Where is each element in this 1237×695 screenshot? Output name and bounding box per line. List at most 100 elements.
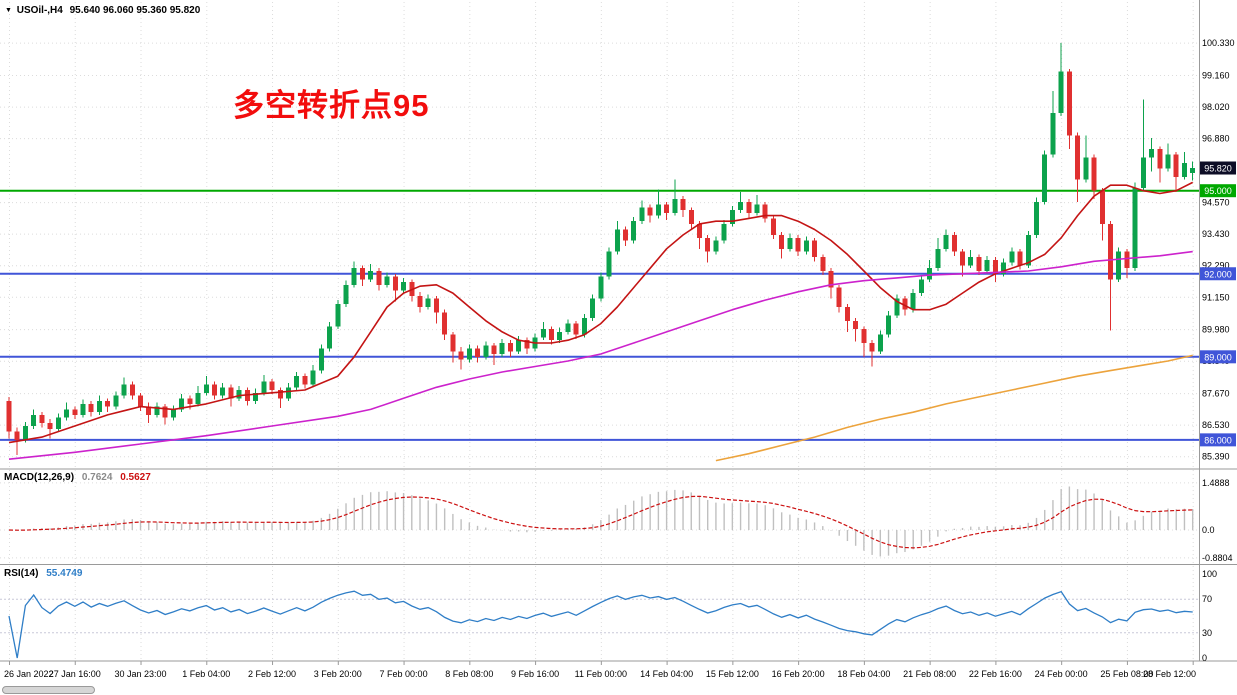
svg-text:16 Feb 20:00: 16 Feb 20:00 [772, 669, 825, 679]
svg-text:93.430: 93.430 [1202, 229, 1230, 239]
candle [187, 398, 193, 404]
candle [1034, 201, 1039, 236]
candle [1009, 251, 1015, 263]
candle [960, 251, 966, 266]
rsi-axis-labels: 100 70 30 0 [1202, 569, 1217, 663]
svg-text:92.000: 92.000 [1204, 269, 1232, 279]
ohlc-readout: 95.640 96.060 95.360 95.820 [69, 5, 201, 16]
candle [294, 376, 300, 388]
candle [623, 229, 628, 241]
candle [1050, 113, 1056, 155]
symbol-dropdown-icon[interactable]: ▼ [5, 7, 12, 14]
candle [458, 351, 464, 360]
candle [368, 270, 374, 280]
price-axis-labels: 100.330 99.160 98.020 96.880 94.570 93.430 92.… [1202, 38, 1235, 462]
svg-text:21 Feb 08:00: 21 Feb 08:00 [903, 669, 956, 679]
candle [499, 342, 505, 355]
svg-text:15 Feb 12:00: 15 Feb 12:00 [706, 669, 759, 679]
candle [343, 284, 349, 305]
svg-text:3 Feb 20:00: 3 Feb 20:00 [314, 669, 362, 679]
panel-separators [0, 0, 1237, 662]
price-badges: 95.000 92.000 89.000 86.000 95.820 [1200, 161, 1236, 447]
ma-slow-orange [715, 354, 1193, 462]
candle [1190, 168, 1196, 173]
candle [746, 201, 752, 213]
svg-text:0.0: 0.0 [1202, 525, 1215, 535]
candle [655, 204, 661, 216]
candle [647, 207, 653, 216]
candle [540, 329, 546, 338]
macd-axis-labels: 1.4888 0.0 -0.8804 [1202, 478, 1233, 563]
chart-title: ▼ USOil-,H4 95.640 96.060 95.360 95.820 [5, 5, 200, 16]
candle [466, 348, 472, 360]
svg-text:91.150: 91.150 [1202, 292, 1230, 302]
candle [433, 298, 439, 313]
svg-text:85.390: 85.390 [1202, 452, 1230, 462]
candle [836, 287, 842, 307]
candle [401, 282, 407, 291]
candle [853, 320, 859, 330]
horizontal-levels [0, 189, 1199, 441]
candle [1025, 235, 1031, 266]
candle [1058, 71, 1064, 114]
horizontal-scrollbar-thumb[interactable] [2, 686, 95, 694]
rsi-line [8, 590, 1193, 659]
price-gridlines [0, 42, 1199, 458]
candle [310, 370, 316, 385]
candle [6, 401, 12, 432]
candle [688, 210, 694, 224]
ma-mid-magenta [8, 250, 1193, 460]
candle [1091, 157, 1097, 191]
svg-text:30: 30 [1202, 628, 1212, 638]
candle [1083, 157, 1089, 180]
candle [203, 384, 209, 393]
svg-text:8 Feb 08:00: 8 Feb 08:00 [445, 669, 493, 679]
svg-text:27 Jan 16:00: 27 Jan 16:00 [49, 669, 101, 679]
candle [713, 240, 719, 252]
candle [581, 318, 587, 335]
candle [598, 276, 604, 299]
candle [96, 401, 102, 413]
svg-text:70: 70 [1202, 594, 1212, 604]
candle [524, 340, 530, 349]
candle [631, 221, 637, 241]
svg-text:30 Jan 23:00: 30 Jan 23:00 [114, 669, 166, 679]
candle [992, 259, 998, 274]
vertical-gridlines [9, 2, 1194, 660]
candle [1173, 154, 1179, 177]
candle [812, 240, 818, 258]
candle [1099, 190, 1105, 224]
candle [1066, 71, 1072, 136]
svg-text:9 Feb 16:00: 9 Feb 16:00 [511, 669, 559, 679]
candle [951, 235, 957, 252]
candle [902, 298, 908, 310]
candle [705, 237, 711, 252]
candle [672, 199, 678, 213]
macd-signal-line [8, 495, 1193, 549]
macd-signal-value: 0.5627 [120, 472, 151, 483]
candle [417, 295, 423, 307]
candle [918, 279, 924, 294]
svg-text:18 Feb 04:00: 18 Feb 04:00 [837, 669, 890, 679]
candle [1001, 262, 1007, 274]
candle [1132, 187, 1138, 269]
candle [696, 223, 702, 238]
svg-text:98.020: 98.020 [1202, 102, 1230, 112]
candle [590, 298, 596, 319]
svg-text:87.670: 87.670 [1202, 389, 1230, 399]
candle [770, 218, 776, 236]
candle [787, 237, 793, 249]
svg-text:92.290: 92.290 [1202, 261, 1230, 271]
candle [138, 395, 144, 407]
candle [795, 237, 801, 252]
candle [47, 423, 53, 429]
svg-text:99.160: 99.160 [1202, 71, 1230, 81]
candle [894, 298, 900, 316]
level-badge-89.000 [1200, 350, 1236, 364]
candle [754, 204, 760, 213]
candle [22, 426, 28, 440]
candle [976, 257, 982, 271]
